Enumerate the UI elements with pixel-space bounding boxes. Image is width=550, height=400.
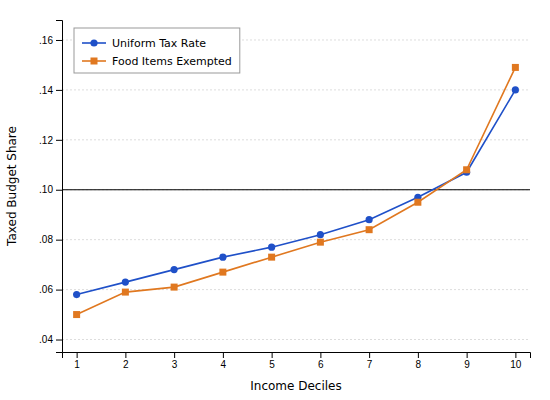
marker [122, 279, 129, 286]
marker [268, 244, 275, 251]
chart: 1 2 3 4 5 6 7 8 9 10 .04 .06 .08 .10 .12 .14 .16 Uniform … [0, 0, 550, 400]
tick-mark [56, 340, 62, 341]
tick: 1 [74, 352, 80, 370]
tick-label: .06 [39, 284, 53, 295]
marker [219, 269, 226, 276]
grid [62, 40, 530, 340]
tick-label: 6 [318, 359, 324, 370]
x-axis: 1 2 3 4 5 6 7 8 9 10 [63, 352, 531, 370]
legend-frame [74, 28, 240, 73]
marker [317, 231, 324, 238]
axis-line [63, 353, 531, 359]
tick: 4 [221, 352, 227, 370]
tick-mark [56, 190, 62, 191]
tick: .06 [39, 284, 62, 295]
legend-marker [91, 58, 98, 65]
tick: .12 [39, 135, 62, 146]
tick-mark [56, 90, 62, 91]
tick-label: 8 [416, 359, 422, 370]
tick-mark [223, 352, 224, 358]
marker [171, 266, 178, 273]
tick-label: 7 [367, 359, 373, 370]
y-axis-title: Taxed Budget Share [5, 126, 19, 247]
tick-mark [77, 352, 78, 358]
grid-line [62, 289, 530, 290]
tick: 10 [510, 352, 522, 370]
legend-marker [90, 39, 97, 46]
plot-area: 1 2 3 4 5 6 7 8 9 10 .04 .06 .08 .10 .12 .14 .16 Uniform … [39, 21, 530, 371]
tick-mark [56, 290, 62, 291]
legend-label: Food Items Exempted [112, 55, 232, 68]
tick-label: 9 [464, 359, 470, 370]
grid-line [62, 139, 530, 140]
tick-label: 3 [172, 359, 178, 370]
tick: 9 [464, 352, 470, 370]
tick-mark [56, 140, 62, 141]
tick-mark [56, 40, 62, 41]
grid-line [62, 189, 530, 190]
tick-mark [174, 352, 175, 358]
tick-label: 5 [269, 359, 275, 370]
legend-item: Food Items Exempted [82, 55, 232, 68]
marker [122, 289, 129, 296]
marker [512, 86, 519, 93]
tick-label: 2 [123, 359, 129, 370]
marker [366, 216, 373, 223]
marker [73, 311, 80, 318]
tick: 6 [318, 352, 324, 370]
tick-mark [515, 352, 516, 358]
marker [366, 226, 373, 233]
grid-line [62, 339, 530, 340]
marker [317, 239, 324, 246]
tick-label: .08 [39, 234, 53, 245]
tick-label: .12 [39, 135, 53, 146]
tick: .14 [39, 85, 62, 96]
tick: .04 [39, 334, 62, 345]
marker [414, 199, 421, 206]
y-axis: .04 .06 .08 .10 .12 .14 .16 [39, 21, 62, 353]
tick-mark [125, 352, 126, 358]
tick-mark [418, 352, 419, 358]
tick: 7 [367, 352, 373, 370]
series-line [77, 67, 516, 314]
marker [73, 291, 80, 298]
tick-mark [320, 352, 321, 358]
series-line [77, 90, 516, 295]
tick: .16 [39, 35, 62, 46]
grid-line [62, 89, 530, 90]
tick: 5 [269, 352, 275, 370]
tick-mark [56, 240, 62, 241]
tick-label: .10 [39, 184, 53, 195]
axis-line [56, 21, 63, 353]
tick: 3 [172, 352, 178, 370]
tick-mark [369, 352, 370, 358]
tick: 8 [416, 352, 422, 370]
x-axis-title: Income Deciles [250, 379, 342, 393]
tick-mark [272, 352, 273, 358]
tick-label: .14 [39, 85, 53, 96]
tick: .08 [39, 234, 62, 245]
grid-line [62, 239, 530, 240]
marks [62, 64, 530, 318]
legend: Uniform Tax Rate Food Items Exempted [74, 28, 240, 73]
tick-mark [467, 352, 468, 358]
tick-label: 4 [221, 359, 227, 370]
legend-label: Uniform Tax Rate [112, 37, 206, 50]
tick-label: .16 [39, 35, 53, 46]
tick: .10 [39, 184, 62, 195]
marker [268, 254, 275, 261]
tick: 2 [123, 352, 129, 370]
tick-label: 10 [510, 359, 522, 370]
marker [171, 284, 178, 291]
marker [512, 64, 519, 71]
tick-label: .04 [39, 334, 53, 345]
marker [219, 254, 226, 261]
reference-line [62, 189, 530, 190]
legend-item: Uniform Tax Rate [82, 37, 206, 50]
marker [463, 166, 470, 173]
tick-label: 1 [74, 359, 80, 370]
